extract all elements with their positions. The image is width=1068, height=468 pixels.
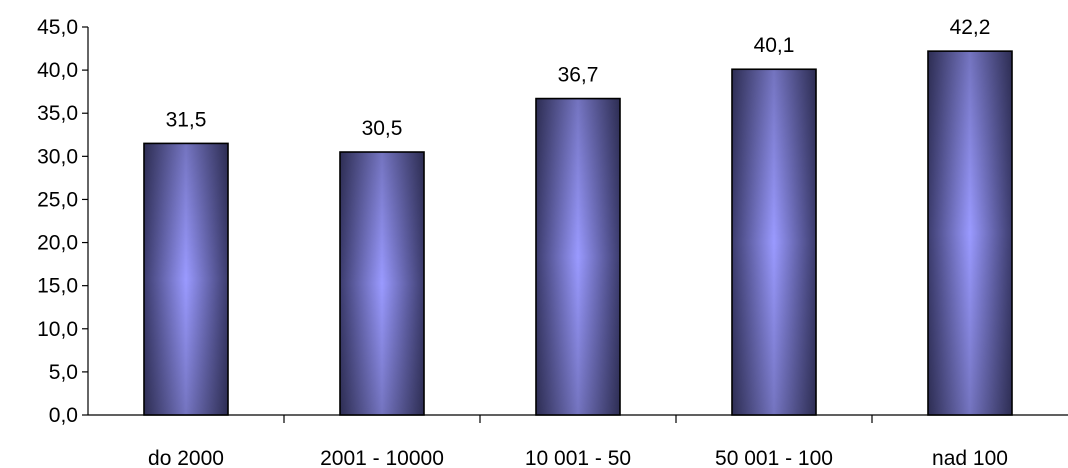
x-tick-label: 2001 - 10000 bbox=[320, 447, 444, 468]
y-tick-label: 20,0 bbox=[37, 232, 78, 255]
y-tick-label: 0,0 bbox=[49, 404, 78, 427]
data-label: 40,1 bbox=[754, 34, 795, 57]
bar-outline bbox=[731, 68, 817, 416]
x-tick-label: 10 001 - 50 bbox=[525, 447, 631, 468]
y-tick-label: 30,0 bbox=[37, 145, 78, 168]
bar-shading bbox=[732, 69, 816, 415]
y-tick-label: 45,0 bbox=[37, 16, 78, 39]
y-tick-label: 35,0 bbox=[37, 102, 78, 125]
x-tick-label: do 2000 bbox=[148, 447, 224, 468]
x-axis: do 2000 2001 - 10000 10 001 - 50 50 001 - 1… bbox=[88, 414, 1068, 468]
y-axis: 0,0 5,0 10,0 15,0 20,0 25,0 30,0 35,0 40,0 45,0 bbox=[37, 16, 89, 427]
x-tick-label: 50 001 - 100 bbox=[715, 447, 833, 468]
bar-outline bbox=[927, 50, 1013, 416]
y-tick-label: 25,0 bbox=[37, 188, 78, 211]
data-label: 42,2 bbox=[950, 16, 991, 39]
y-tick-label: 15,0 bbox=[37, 275, 78, 298]
bar-outline bbox=[535, 97, 621, 416]
bar-shading bbox=[340, 152, 424, 415]
bars bbox=[143, 50, 1013, 416]
data-label: 31,5 bbox=[166, 108, 207, 131]
bar-outline bbox=[339, 151, 425, 416]
data-labels: 31,5 30,5 36,7 40,1 42,2 bbox=[166, 16, 991, 140]
bar-outline bbox=[143, 142, 229, 416]
y-tick-label: 40,0 bbox=[37, 59, 78, 82]
y-tick-label: 5,0 bbox=[49, 361, 78, 384]
x-tick-label: nad 100 bbox=[932, 447, 1008, 468]
bar-shading bbox=[144, 143, 228, 415]
bar-shading bbox=[928, 51, 1012, 416]
y-tick-label: 10,0 bbox=[37, 318, 78, 341]
bar-shading bbox=[536, 98, 620, 415]
data-label: 30,5 bbox=[362, 117, 403, 140]
data-label: 36,7 bbox=[558, 64, 599, 87]
